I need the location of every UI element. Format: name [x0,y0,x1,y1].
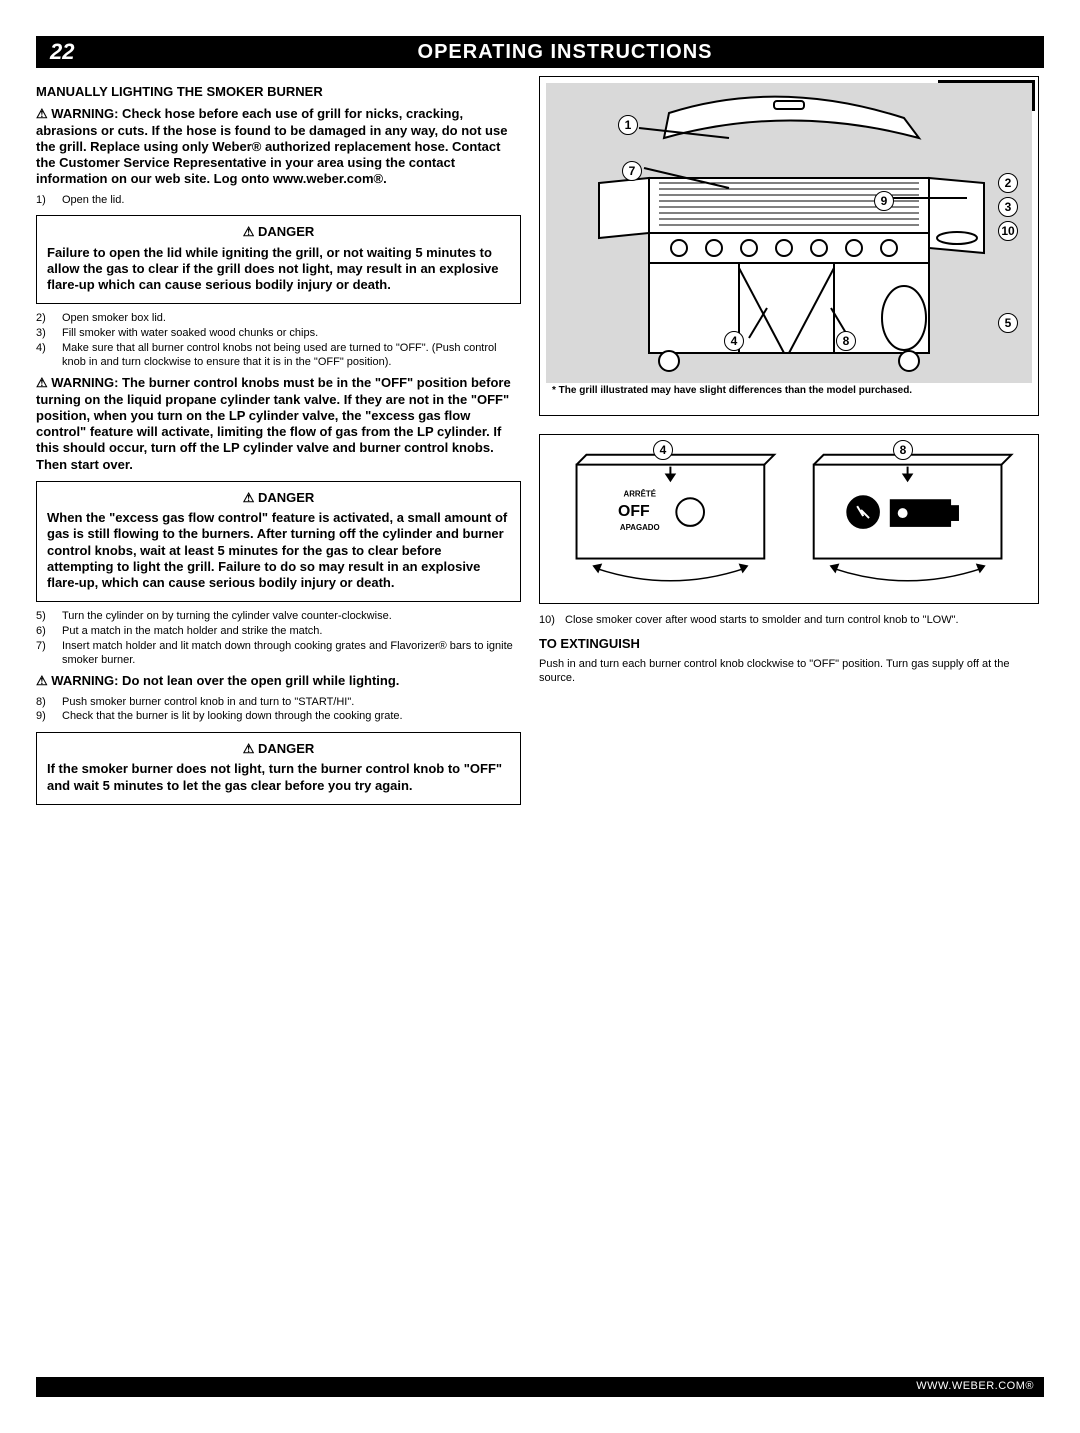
page-number: 22 [50,38,100,66]
steps-a: 1)Open the lid. [36,194,521,208]
content: MANUALLY LIGHTING THE SMOKER BURNER WARN… [36,76,1044,813]
list-item: 1)Open the lid. [36,194,521,208]
list-item: 7)Insert match holder and lit match down… [36,640,521,668]
danger-title: ⚠ DANGER [47,490,510,506]
knob-callout-4: 4 [653,440,673,460]
grill-note: * The grill illustrated may have slight … [546,383,1032,398]
callout-3: 3 [998,197,1018,217]
page-header: 22 OPERATING INSTRUCTIONS [36,36,1044,68]
warning-knobs-off: WARNING: The burner control knobs must b… [36,375,521,473]
svg-text:APAGADO: APAGADO [620,523,660,532]
callout-9: 9 [874,191,894,211]
right-column: E/S-650 [539,76,1039,813]
warning-no-lean: WARNING: Do not lean over the open grill… [36,673,521,689]
danger-box-3: ⚠ DANGER If the smoker burner does not l… [36,732,521,805]
callout-5: 5 [998,313,1018,333]
list-item: 6)Put a match in the match holder and st… [36,625,521,639]
section-heading: MANUALLY LIGHTING THE SMOKER BURNER [36,84,521,100]
svg-text:OFF: OFF [618,503,650,520]
knob-callout-8: 8 [893,440,913,460]
list-item: 8)Push smoker burner control knob in and… [36,696,521,710]
callout-8: 8 [836,331,856,351]
steps-c: 5)Turn the cylinder on by turning the cy… [36,610,521,667]
page-title: OPERATING INSTRUCTIONS [100,40,1030,65]
list-item: 9)Check that the burner is lit by lookin… [36,710,521,724]
page-footer: WWW.WEBER.COM® [36,1377,1044,1397]
callout-4: 4 [724,331,744,351]
list-item: 2)Open smoker box lid. [36,312,521,326]
danger-body: If the smoker burner does not light, tur… [47,761,510,794]
grill-illustration: 1 7 9 2 3 10 4 8 5 [546,83,1032,383]
footer-url: WWW.WEBER.COM® [916,1380,1034,1394]
danger-body: Failure to open the lid while igniting t… [47,245,510,294]
svg-text:ARRÊTÉ: ARRÊTÉ [624,489,656,498]
list-item: 5)Turn the cylinder on by turning the cy… [36,610,521,624]
grill-diagram-box: E/S-650 [539,76,1039,416]
knob-icon: ARRÊTÉ OFF APAGADO [540,435,1038,603]
step-10: 10) Close smoker cover after wood starts… [539,614,1039,628]
list-item: 3)Fill smoker with water soaked wood chu… [36,327,521,341]
callout-2: 2 [998,173,1018,193]
knob-diagram-box: ARRÊTÉ OFF APAGADO [539,434,1039,604]
warning-hose: WARNING: Check hose before each use of g… [36,106,521,187]
steps-b: 2)Open smoker box lid. 3)Fill smoker wit… [36,312,521,369]
callout-1: 1 [618,115,638,135]
danger-box-2: ⚠ DANGER When the "excess gas flow contr… [36,481,521,603]
steps-d: 8)Push smoker burner control knob in and… [36,696,521,725]
callout-7: 7 [622,161,642,181]
danger-body: When the "excess gas flow control" featu… [47,510,510,591]
extinguish-heading: TO EXTINGUISH [539,636,1039,652]
callout-10: 10 [998,221,1018,241]
left-column: MANUALLY LIGHTING THE SMOKER BURNER WARN… [36,76,521,813]
extinguish-body: Push in and turn each burner control kno… [539,658,1039,686]
danger-title: ⚠ DANGER [47,224,510,240]
danger-title: ⚠ DANGER [47,741,510,757]
danger-box-1: ⚠ DANGER Failure to open the lid while i… [36,215,521,304]
list-item: 4)Make sure that all burner control knob… [36,342,521,370]
